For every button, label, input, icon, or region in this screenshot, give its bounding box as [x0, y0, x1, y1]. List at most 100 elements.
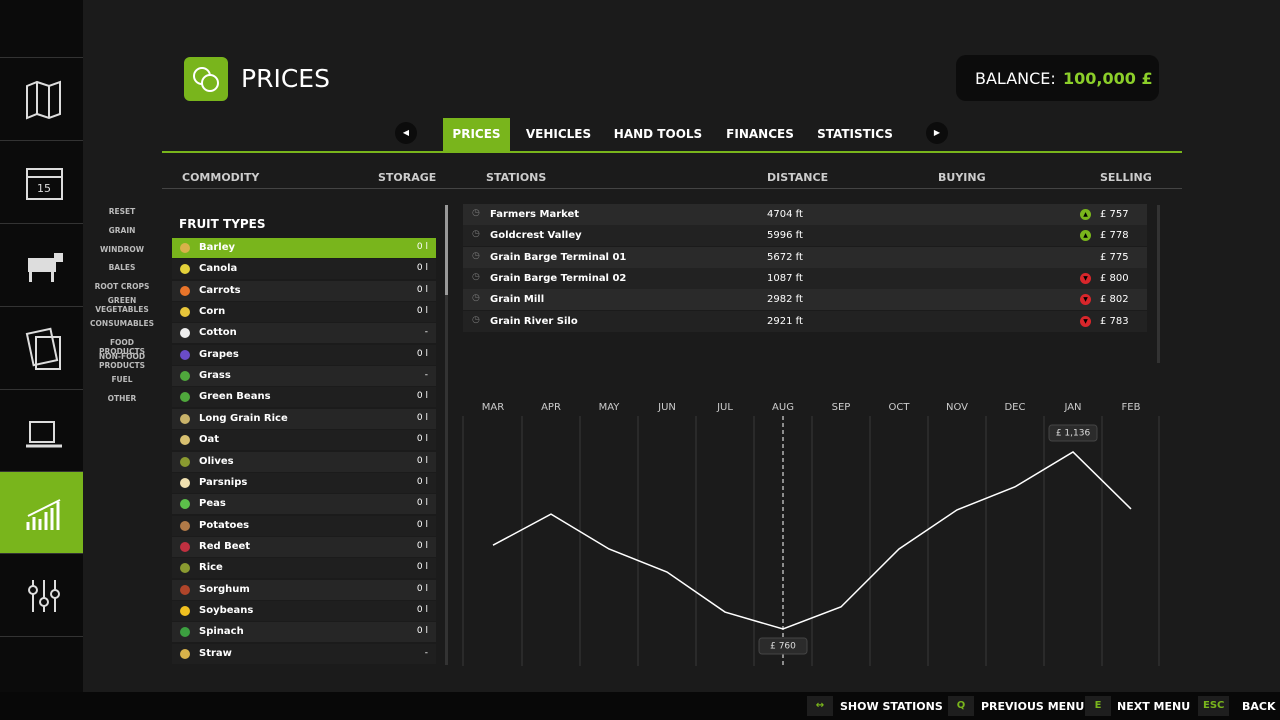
action-label[interactable]: BACK — [1242, 700, 1276, 713]
trend-up: ▲ — [1080, 230, 1091, 242]
station-distance: 5672 ft — [767, 251, 803, 263]
balance-value: 100,000 £ — [1063, 69, 1153, 88]
station-name: Grain River Silo — [490, 315, 578, 327]
station-icon: ◷ — [472, 208, 480, 218]
fruit-icon — [180, 264, 190, 275]
list-row[interactable]: Long Grain Rice 0 l — [172, 408, 436, 429]
nav-contracts[interactable] — [0, 306, 83, 389]
x-tick-label: MAR — [482, 402, 504, 413]
x-tick-label: NOV — [946, 402, 968, 413]
tab-next[interactable]: ▶ — [926, 122, 948, 144]
tab-prev[interactable]: ◀ — [395, 122, 417, 144]
list-row[interactable]: Cotton - — [172, 323, 436, 344]
tab[interactable]: STATISTICS — [817, 127, 893, 141]
key-badge[interactable]: Q — [948, 696, 974, 716]
station-row[interactable]: ◷ Farmers Market 4704 ft £ 757 ▲ — [463, 204, 1147, 225]
filter[interactable]: BALES — [108, 263, 136, 272]
nav-map[interactable] — [0, 57, 83, 140]
fruit-icon — [180, 627, 190, 638]
tab[interactable]: VEHICLES — [525, 127, 592, 141]
fruit-icon — [180, 499, 190, 510]
list-row[interactable]: Grass - — [172, 366, 436, 387]
station-row[interactable]: ◷ Grain Mill 2982 ft £ 802 ▼ — [463, 289, 1147, 311]
item-storage: 0 l — [416, 540, 428, 551]
item-storage: 0 l — [416, 626, 428, 637]
item-storage: 0 l — [416, 519, 428, 530]
list-row[interactable]: Rice 0 l — [172, 558, 436, 579]
column-label: COMMODITY — [182, 171, 260, 184]
filter[interactable]: GRAIN — [108, 226, 136, 235]
list-row[interactable]: Grapes 0 l — [172, 344, 436, 365]
list-row[interactable]: Corn 0 l — [172, 302, 436, 323]
fruit-icon — [180, 563, 190, 574]
item-name: Canola — [199, 263, 238, 275]
station-price: £ 778 — [1100, 230, 1129, 242]
svg-text:15: 15 — [37, 182, 51, 195]
trend-down: ▼ — [1080, 315, 1091, 327]
action-label[interactable]: NEXT MENU — [1117, 700, 1191, 713]
item-storage: - — [424, 327, 428, 338]
item-name: Rice — [199, 562, 223, 574]
station-distance: 5996 ft — [767, 230, 803, 242]
filter[interactable]: FOOD PRODUCTS — [99, 338, 145, 356]
station-row[interactable]: ◷ Grain River Silo 2921 ft £ 783 ▼ — [463, 310, 1147, 332]
list-row-selected[interactable]: Barley 0 l — [172, 238, 436, 258]
list-row[interactable]: Straw - — [172, 643, 436, 664]
list-row[interactable]: Sorghum 0 l — [172, 579, 436, 600]
nav-settings[interactable] — [0, 553, 83, 637]
tab-underline — [162, 151, 1182, 153]
fruit-icon — [180, 605, 190, 616]
action-label[interactable]: PREVIOUS MENU — [981, 700, 1085, 713]
price-line — [492, 451, 1132, 630]
tab-active[interactable]: PRICES — [443, 118, 510, 151]
item-storage: 0 l — [416, 263, 428, 274]
list-row[interactable]: Spinach 0 l — [172, 622, 436, 643]
filter[interactable]: RESET — [108, 207, 136, 216]
list-row[interactable]: Parsnips 0 l — [172, 472, 436, 493]
column-label: BUYING — [938, 171, 986, 184]
station-row[interactable]: ◷ Grain Barge Terminal 02 1087 ft £ 800 ▼ — [463, 268, 1147, 290]
scrollbar — [445, 205, 448, 665]
fruit-icon — [180, 243, 190, 253]
list-row[interactable]: Olives 0 l — [172, 451, 436, 472]
station-price: £ 775 — [1100, 251, 1129, 263]
filter[interactable]: FUEL — [111, 375, 133, 384]
filter[interactable]: CONSUMABLES — [90, 319, 154, 328]
nav-prices-active[interactable] — [0, 471, 83, 554]
list-row[interactable]: Canola 0 l — [172, 259, 436, 280]
fruit-icon — [180, 648, 190, 659]
nav-production[interactable] — [0, 389, 83, 472]
key-badge[interactable]: ESC — [1198, 696, 1230, 716]
filter[interactable]: GREEN VEGETABLES — [95, 296, 149, 314]
list-row[interactable]: Green Beans 0 l — [172, 387, 436, 408]
item-storage: 0 l — [416, 306, 428, 317]
station-row[interactable]: ◷ Grain Barge Terminal 01 5672 ft £ 775 — [463, 246, 1147, 268]
x-tick-label: JUL — [716, 402, 733, 413]
list-row[interactable]: Red Beet 0 l — [172, 536, 436, 557]
key-badge[interactable]: E — [1085, 696, 1111, 716]
filter[interactable]: NON-FOOD PRODUCTS — [98, 352, 146, 370]
list-row[interactable]: Potatoes 0 l — [172, 515, 436, 536]
action-label[interactable]: SHOW STATIONS — [840, 700, 943, 713]
nav-calendar[interactable]: 15 — [0, 140, 83, 223]
nav-animals[interactable] — [0, 223, 83, 306]
item-name: Potatoes — [199, 519, 250, 531]
station-icon: ◷ — [472, 293, 480, 304]
list-row[interactable]: Carrots 0 l — [172, 280, 436, 301]
fruit-icon — [180, 584, 190, 595]
filter[interactable]: ROOT CROPS — [94, 282, 150, 291]
list-row[interactable]: Peas 0 l — [172, 494, 436, 515]
sidebar: 15 — [0, 0, 83, 692]
tab[interactable]: FINANCES — [726, 127, 794, 141]
list-row[interactable]: Soybeans 0 l — [172, 600, 436, 621]
list-row[interactable]: Oat 0 l — [172, 430, 436, 451]
filter[interactable]: OTHER — [107, 394, 137, 403]
tab[interactable]: HAND TOOLS — [613, 127, 703, 141]
trend-up: ▲ — [1080, 209, 1091, 220]
item-name: Long Grain Rice — [199, 412, 288, 424]
key-badge[interactable]: ↔ — [807, 696, 833, 716]
filter[interactable]: WINDROW — [100, 245, 144, 254]
station-distance: 1087 ft — [767, 273, 803, 285]
item-storage: 0 l — [416, 562, 428, 573]
station-row[interactable]: ◷ Goldcrest Valley 5996 ft £ 778 ▲ — [463, 225, 1147, 247]
